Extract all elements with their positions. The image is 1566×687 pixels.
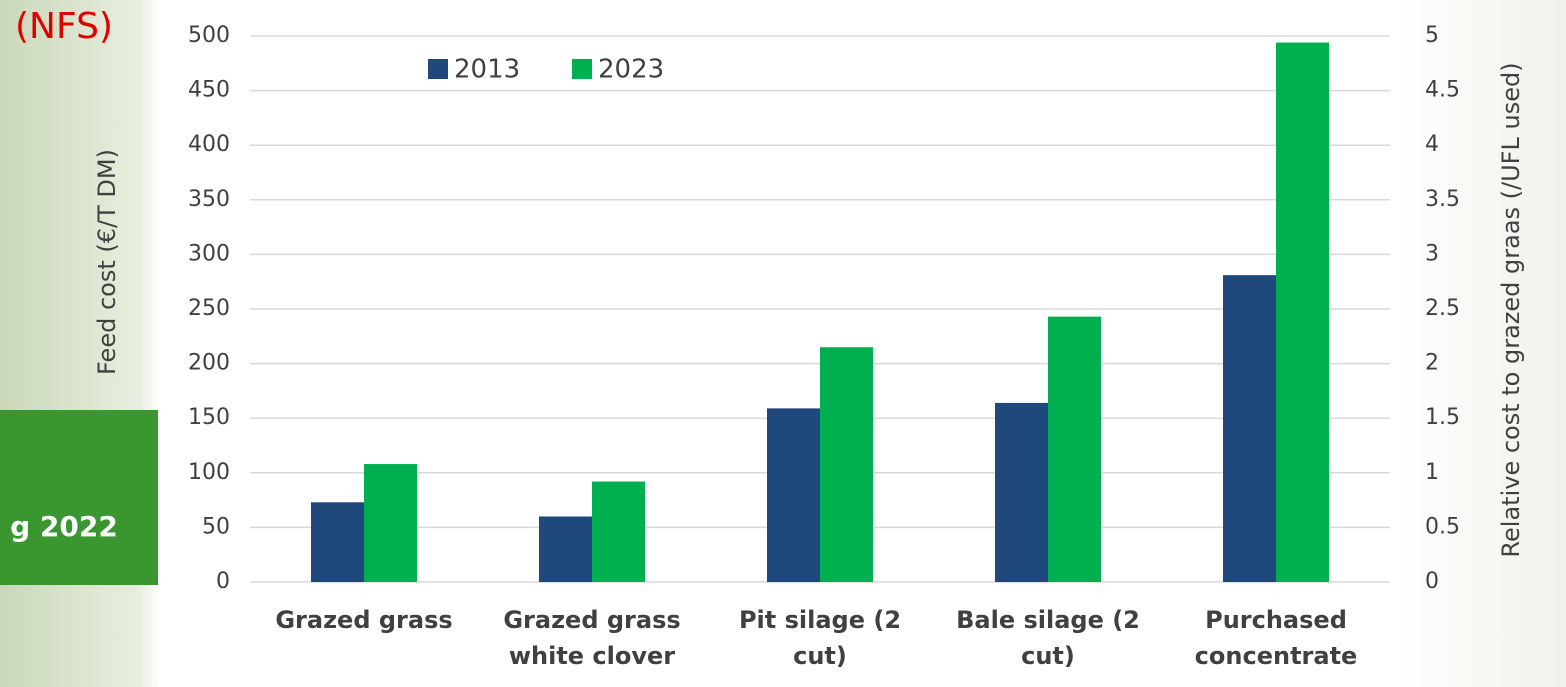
y2-tick-label: 0.5 bbox=[1425, 514, 1460, 539]
x-tick-label: Bale silage (2 cut) bbox=[956, 606, 1140, 670]
bar bbox=[820, 347, 873, 582]
bar bbox=[1276, 42, 1329, 582]
x-tick-label: Grazed grass bbox=[275, 606, 453, 634]
y-tick-label: 500 bbox=[188, 23, 230, 48]
x-tick-label: Pit silage (2 cut) bbox=[738, 606, 902, 670]
bar bbox=[364, 464, 417, 582]
y2-tick-label: 2 bbox=[1425, 351, 1439, 376]
y-tick-label: 350 bbox=[188, 187, 230, 212]
legend-label: 2013 bbox=[454, 55, 520, 85]
y-tick-label: 0 bbox=[216, 569, 230, 594]
y-tick-label: 250 bbox=[188, 296, 230, 321]
y2-tick-label: 4.5 bbox=[1425, 78, 1460, 103]
legend-label: 2023 bbox=[598, 55, 664, 85]
bar bbox=[1223, 275, 1276, 582]
x-tick-label: Purchased concentrate bbox=[1194, 606, 1358, 670]
y2-tick-label: 3 bbox=[1425, 241, 1439, 266]
y-tick-label: 150 bbox=[188, 405, 230, 430]
y-tick-label: 200 bbox=[188, 351, 230, 376]
y-tick-label: 450 bbox=[188, 78, 230, 103]
y-tick-label: 50 bbox=[202, 514, 230, 539]
y2-tick-label: 3.5 bbox=[1425, 187, 1460, 212]
y2-tick-label: 4 bbox=[1425, 132, 1439, 157]
legend-swatch bbox=[572, 59, 592, 79]
bar bbox=[311, 502, 364, 582]
green-box bbox=[0, 410, 158, 585]
y2-tick-label: 1.5 bbox=[1425, 405, 1460, 430]
bar bbox=[592, 481, 645, 582]
x-tick-label: Grazed grass white clover bbox=[503, 606, 681, 670]
y-tick-label: 300 bbox=[188, 241, 230, 266]
bar bbox=[1048, 316, 1101, 582]
bar bbox=[539, 516, 592, 582]
y2-tick-label: 1 bbox=[1425, 460, 1439, 485]
y2-tick-label: 2.5 bbox=[1425, 296, 1460, 321]
bar bbox=[767, 408, 820, 582]
y-tick-label: 100 bbox=[188, 460, 230, 485]
legend-swatch bbox=[428, 59, 448, 79]
annotation: (NFS) bbox=[15, 6, 113, 47]
y-tick-label: 400 bbox=[188, 132, 230, 157]
y2-axis-title: Relative cost to grazed graas (/UFL used… bbox=[1497, 62, 1525, 557]
y2-tick-label: 5 bbox=[1425, 23, 1439, 48]
annotation: g 2022 bbox=[10, 510, 118, 543]
y2-tick-label: 0 bbox=[1425, 569, 1439, 594]
bar bbox=[995, 402, 1048, 582]
y-axis-title: Feed cost (€/T DM) bbox=[93, 149, 121, 375]
